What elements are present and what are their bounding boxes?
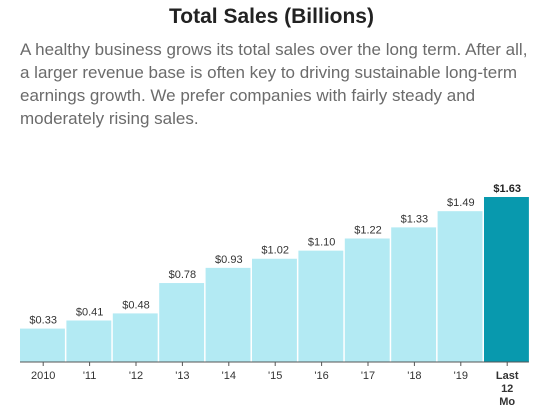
bar [205, 267, 251, 362]
x-tick-label: 2010 [31, 370, 55, 382]
bar-value-label: $1.33 [401, 213, 429, 225]
bar [344, 238, 390, 362]
x-tick-label: '12 [129, 370, 143, 382]
bar-value-label: $1.63 [493, 183, 521, 195]
bar [437, 211, 483, 362]
bar-value-label: $1.22 [354, 225, 382, 237]
bar [391, 227, 437, 362]
bar-value-label: $0.93 [215, 254, 243, 266]
bar [298, 250, 344, 362]
chart-description: A healthy business grows its total sales… [20, 40, 528, 128]
x-tick-label: '16 [314, 370, 328, 382]
bar-value-label: $0.78 [169, 269, 197, 281]
bar [20, 328, 65, 362]
bar-value-label: $0.33 [29, 315, 57, 327]
bar-value-label: $0.41 [76, 306, 104, 318]
bar-value-label: $0.48 [122, 299, 150, 311]
bar [159, 283, 205, 362]
bar [252, 258, 297, 362]
x-tick-label: Last 12 Mo [496, 370, 519, 408]
x-tick-label: '14 [222, 370, 236, 382]
bar [112, 313, 158, 362]
bar [66, 320, 112, 362]
bar-value-label: $1.02 [261, 245, 289, 257]
x-tick-label: '15 [268, 370, 282, 382]
x-tick-label: '13 [175, 370, 189, 382]
bar-value-label: $1.10 [308, 237, 336, 249]
chart-title: Total Sales (Billions) [169, 5, 374, 28]
x-tick-label: '17 [361, 370, 375, 382]
x-tick-label: '11 [83, 370, 97, 382]
bar-value-label: $1.49 [447, 197, 475, 209]
x-tick-label: '18 [407, 370, 421, 382]
bar [484, 197, 529, 362]
x-tick-label: '19 [454, 370, 468, 382]
